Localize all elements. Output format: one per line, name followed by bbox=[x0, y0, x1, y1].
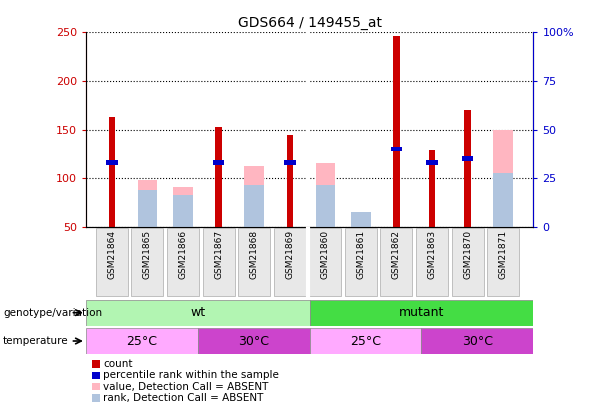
Bar bbox=[351, 212, 371, 227]
FancyBboxPatch shape bbox=[310, 228, 341, 296]
Bar bbox=[86, 300, 310, 326]
Bar bbox=[86, 328, 197, 354]
Text: wt: wt bbox=[190, 306, 205, 320]
FancyBboxPatch shape bbox=[345, 228, 377, 296]
Text: 25°C: 25°C bbox=[126, 335, 158, 348]
Bar bbox=[286, 135, 293, 227]
Text: 25°C: 25°C bbox=[350, 335, 381, 348]
Text: genotype/variation: genotype/variation bbox=[3, 308, 102, 318]
FancyBboxPatch shape bbox=[96, 228, 128, 296]
Bar bbox=[245, 166, 264, 227]
Bar bbox=[316, 185, 335, 227]
Text: mutant: mutant bbox=[398, 306, 444, 320]
Bar bbox=[138, 180, 158, 227]
Text: GSM21860: GSM21860 bbox=[321, 230, 330, 279]
Bar bbox=[138, 190, 158, 227]
Text: GSM21862: GSM21862 bbox=[392, 230, 401, 279]
FancyBboxPatch shape bbox=[381, 228, 413, 296]
Text: GSM21870: GSM21870 bbox=[463, 230, 472, 279]
Text: 30°C: 30°C bbox=[462, 335, 493, 348]
Bar bbox=[215, 127, 222, 227]
FancyBboxPatch shape bbox=[452, 228, 484, 296]
Bar bbox=[284, 160, 295, 165]
FancyBboxPatch shape bbox=[167, 228, 199, 296]
Bar bbox=[426, 160, 438, 165]
Bar bbox=[245, 185, 264, 227]
Bar bbox=[316, 163, 335, 227]
Text: count: count bbox=[103, 359, 132, 369]
Bar bbox=[462, 156, 473, 161]
FancyBboxPatch shape bbox=[131, 228, 164, 296]
Text: GSM21861: GSM21861 bbox=[356, 230, 365, 279]
Bar bbox=[493, 173, 513, 227]
Text: value, Detection Call = ABSENT: value, Detection Call = ABSENT bbox=[103, 382, 268, 392]
Text: percentile rank within the sample: percentile rank within the sample bbox=[103, 371, 279, 380]
Bar bbox=[421, 328, 533, 354]
Text: GSM21865: GSM21865 bbox=[143, 230, 152, 279]
Bar bbox=[493, 130, 513, 227]
Text: GSM21869: GSM21869 bbox=[285, 230, 294, 279]
Bar bbox=[310, 300, 533, 326]
Text: GSM21868: GSM21868 bbox=[249, 230, 259, 279]
Bar bbox=[394, 36, 400, 227]
Bar bbox=[173, 187, 193, 227]
FancyBboxPatch shape bbox=[416, 228, 448, 296]
Text: GSM21866: GSM21866 bbox=[178, 230, 188, 279]
Text: GSM21863: GSM21863 bbox=[427, 230, 436, 279]
FancyBboxPatch shape bbox=[238, 228, 270, 296]
Text: GSM21864: GSM21864 bbox=[107, 230, 116, 279]
Bar bbox=[390, 147, 402, 151]
Bar bbox=[213, 160, 224, 165]
Text: 30°C: 30°C bbox=[238, 335, 269, 348]
Text: GSM21871: GSM21871 bbox=[499, 230, 508, 279]
Title: GDS664 / 149455_at: GDS664 / 149455_at bbox=[238, 16, 381, 30]
FancyBboxPatch shape bbox=[274, 228, 306, 296]
Bar bbox=[465, 110, 471, 227]
Text: rank, Detection Call = ABSENT: rank, Detection Call = ABSENT bbox=[103, 393, 264, 403]
Bar bbox=[197, 328, 310, 354]
Bar bbox=[173, 195, 193, 227]
Text: GSM21867: GSM21867 bbox=[214, 230, 223, 279]
Bar bbox=[310, 328, 421, 354]
Bar bbox=[429, 150, 435, 227]
Text: temperature: temperature bbox=[3, 336, 69, 346]
FancyBboxPatch shape bbox=[203, 228, 235, 296]
Bar bbox=[106, 160, 118, 165]
Bar bbox=[109, 117, 115, 227]
FancyBboxPatch shape bbox=[487, 228, 519, 296]
